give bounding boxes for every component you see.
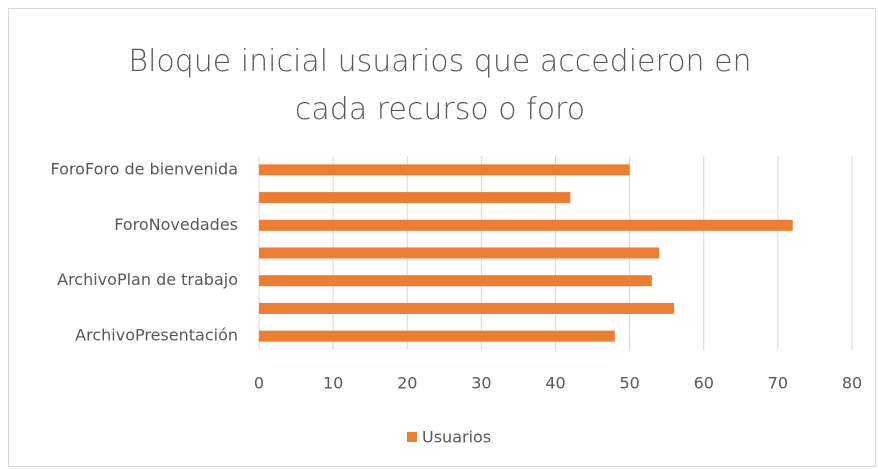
bar xyxy=(259,164,630,176)
x-tick-label: 40 xyxy=(545,374,565,393)
bar xyxy=(259,219,793,231)
chart-frame xyxy=(8,8,876,467)
x-tick-label: 60 xyxy=(694,374,714,393)
bar xyxy=(259,330,615,342)
y-tick-label: ForoForo de bienvenida xyxy=(51,159,239,178)
legend-swatch xyxy=(407,432,417,442)
bar xyxy=(259,247,660,259)
y-tick-label: ArchivoPresentación xyxy=(75,326,238,345)
x-tick-label: 10 xyxy=(323,374,343,393)
x-tick-label: 70 xyxy=(768,374,788,393)
legend-label: Usuarios xyxy=(422,428,491,447)
y-tick-label: ArchivoPlan de trabajo xyxy=(57,270,238,289)
x-tick-label: 0 xyxy=(254,374,264,393)
x-tick-label: 80 xyxy=(842,374,862,393)
bar xyxy=(259,192,571,204)
x-tick-label: 50 xyxy=(619,374,639,393)
bar xyxy=(259,275,652,287)
bar xyxy=(259,302,675,314)
y-tick-label: ForoNovedades xyxy=(114,215,238,234)
x-tick-label: 30 xyxy=(471,374,491,393)
x-tick-label: 20 xyxy=(397,374,417,393)
chart-title: Bloque inicial usuarios que accedieron e… xyxy=(128,44,752,127)
